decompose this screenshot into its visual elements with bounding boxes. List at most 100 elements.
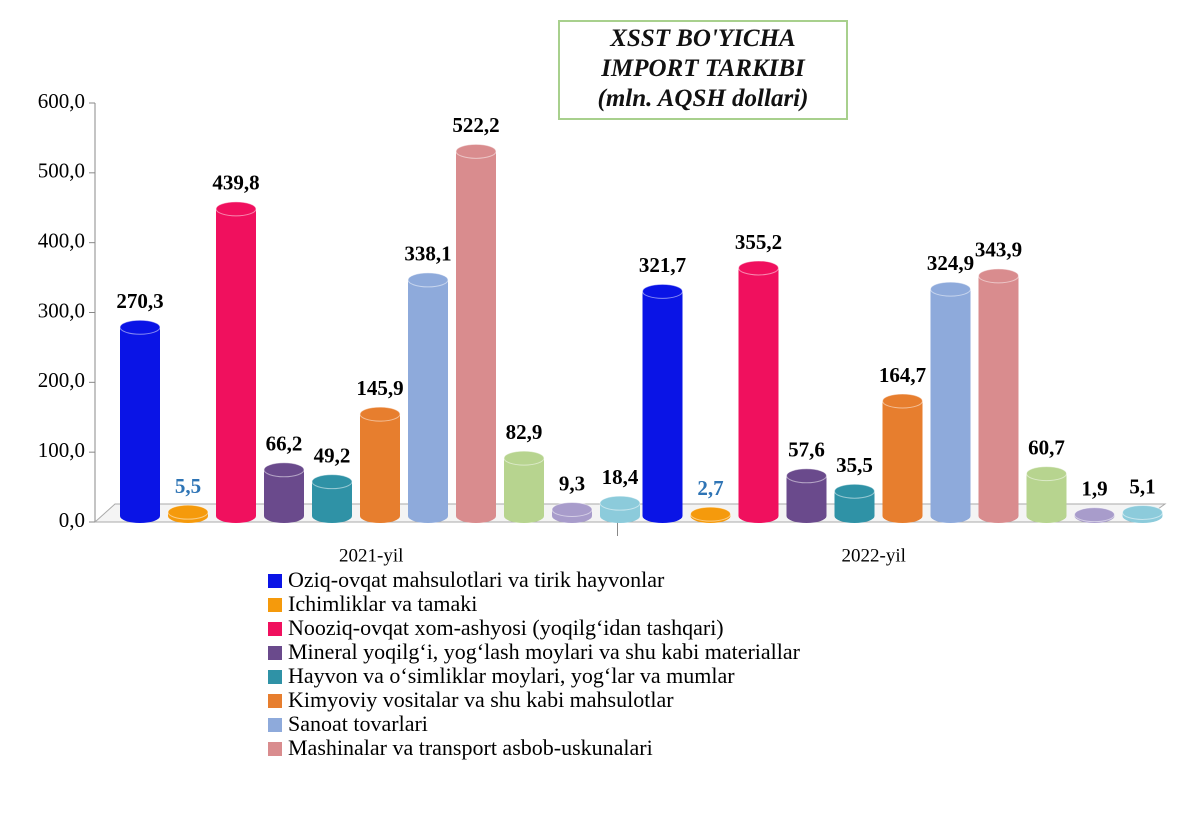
- bar: [504, 451, 544, 523]
- bar-top: [835, 484, 875, 498]
- bar-body: [883, 401, 923, 523]
- legend-label: Mineral yoqilg‘i, yog‘lash moylari va sh…: [288, 639, 801, 664]
- x-tick-label: 2021-yil: [339, 545, 403, 566]
- value-label: 5,5: [175, 474, 201, 498]
- y-tick-label: 100,0: [38, 438, 85, 462]
- bar-body: [504, 458, 544, 523]
- bar: [883, 394, 923, 523]
- value-label: 321,7: [639, 253, 686, 277]
- bar-body: [643, 291, 683, 523]
- legend-swatch: [268, 742, 282, 756]
- chart: 0,0 100,0 200,0 300,0 400,0 500,0 600,0 2021-yi…: [0, 0, 1185, 825]
- bar-top: [600, 496, 640, 510]
- legend-swatch: [268, 694, 282, 708]
- y-tick-label: 0,0: [59, 508, 85, 532]
- bar-body: [408, 280, 448, 523]
- bar-top: [312, 475, 352, 489]
- bar-top: [1075, 508, 1115, 522]
- legend-label: Nooziq-ovqat xom-ashyosi (yoqilg‘idan ta…: [288, 615, 724, 640]
- bar: [360, 407, 400, 523]
- bar: [552, 503, 592, 523]
- value-label: 338,1: [404, 242, 451, 266]
- value-label: 35,5: [836, 453, 873, 477]
- bar: [408, 273, 448, 523]
- value-label: 145,9: [356, 376, 403, 400]
- bar: [312, 475, 352, 523]
- value-label: 355,2: [735, 230, 782, 254]
- bar-body: [120, 327, 160, 523]
- value-label: 2,7: [697, 476, 723, 500]
- value-label: 1,9: [1081, 476, 1107, 500]
- bar: [691, 507, 731, 523]
- legend-swatch: [268, 598, 282, 612]
- value-label: 5,1: [1129, 474, 1155, 498]
- legend-swatch: [268, 622, 282, 636]
- bar: [643, 284, 683, 523]
- bar-top: [216, 202, 256, 216]
- value-label: 439,8: [212, 171, 259, 195]
- bar: [931, 282, 971, 523]
- bar-top: [360, 407, 400, 421]
- bar-top: [1123, 505, 1163, 519]
- legend-label: Ichimliklar va tamaki: [288, 591, 477, 616]
- chart-title: XSST BO'YICHA IMPORT TARKIBI: [560, 24, 846, 84]
- legend-swatch: [268, 574, 282, 588]
- y-tick-label: 300,0: [38, 298, 85, 322]
- title-box: XSST BO'YICHA IMPORT TARKIBI (mln. AQSH …: [558, 20, 848, 120]
- bar-top: [408, 273, 448, 287]
- legend-label: Oziq-ovqat mahsulotlari va tirik hayvonl…: [288, 567, 665, 592]
- bar-body: [264, 470, 304, 523]
- bar-top: [979, 269, 1019, 283]
- bar: [456, 144, 496, 523]
- bar-top: [931, 282, 971, 296]
- bar-top: [120, 320, 160, 334]
- y-tick-label: 200,0: [38, 368, 85, 392]
- value-label: 164,7: [879, 363, 926, 387]
- bar-body: [739, 268, 779, 523]
- bar-top: [787, 469, 827, 483]
- bar: [1027, 467, 1067, 523]
- bar-body: [979, 276, 1019, 523]
- bar: [979, 269, 1019, 523]
- bar-body: [456, 151, 496, 523]
- legend-label: Sanoat tovarlari: [288, 711, 428, 736]
- bar: [1075, 508, 1115, 523]
- value-label: 343,9: [975, 238, 1022, 262]
- bar-top: [643, 284, 683, 298]
- bar: [787, 469, 827, 523]
- y-tick-label: 400,0: [38, 228, 85, 252]
- value-label: 324,9: [927, 251, 974, 275]
- y-tick-label: 500,0: [38, 159, 85, 183]
- bar-top: [691, 507, 731, 521]
- chart-subtitle: (mln. AQSH dollari): [560, 84, 846, 114]
- value-label: 82,9: [506, 420, 543, 444]
- value-label: 522,2: [452, 113, 499, 137]
- bar: [835, 484, 875, 523]
- value-label: 60,7: [1028, 435, 1065, 459]
- bar-top: [168, 505, 208, 519]
- value-label: 57,6: [788, 438, 825, 462]
- x-tick-label: 2022-yil: [842, 545, 906, 566]
- bar: [168, 505, 208, 523]
- bar: [739, 261, 779, 523]
- page: 0,0 100,0 200,0 300,0 400,0 500,0 600,0 2021-yi…: [0, 0, 1185, 825]
- legend-label: Mashinalar va transport asbob-uskunalari: [288, 735, 653, 760]
- bar-top: [1027, 467, 1067, 481]
- bar-body: [216, 209, 256, 523]
- bar: [120, 320, 160, 523]
- bar-top: [456, 144, 496, 158]
- bar-body: [931, 289, 971, 523]
- value-label: 270,3: [116, 289, 163, 313]
- bar-top: [504, 451, 544, 465]
- bar: [216, 202, 256, 523]
- bar-top: [264, 463, 304, 477]
- bar-body: [360, 414, 400, 523]
- bar-top: [552, 503, 592, 517]
- legend-swatch: [268, 718, 282, 732]
- value-label: 9,3: [559, 471, 585, 495]
- bar: [1123, 505, 1163, 523]
- legend-label: Kimyoviy vositalar va shu kabi mahsulotl…: [288, 687, 674, 712]
- y-tick-label: 600,0: [38, 89, 85, 113]
- value-label: 66,2: [266, 432, 303, 456]
- bar-top: [739, 261, 779, 275]
